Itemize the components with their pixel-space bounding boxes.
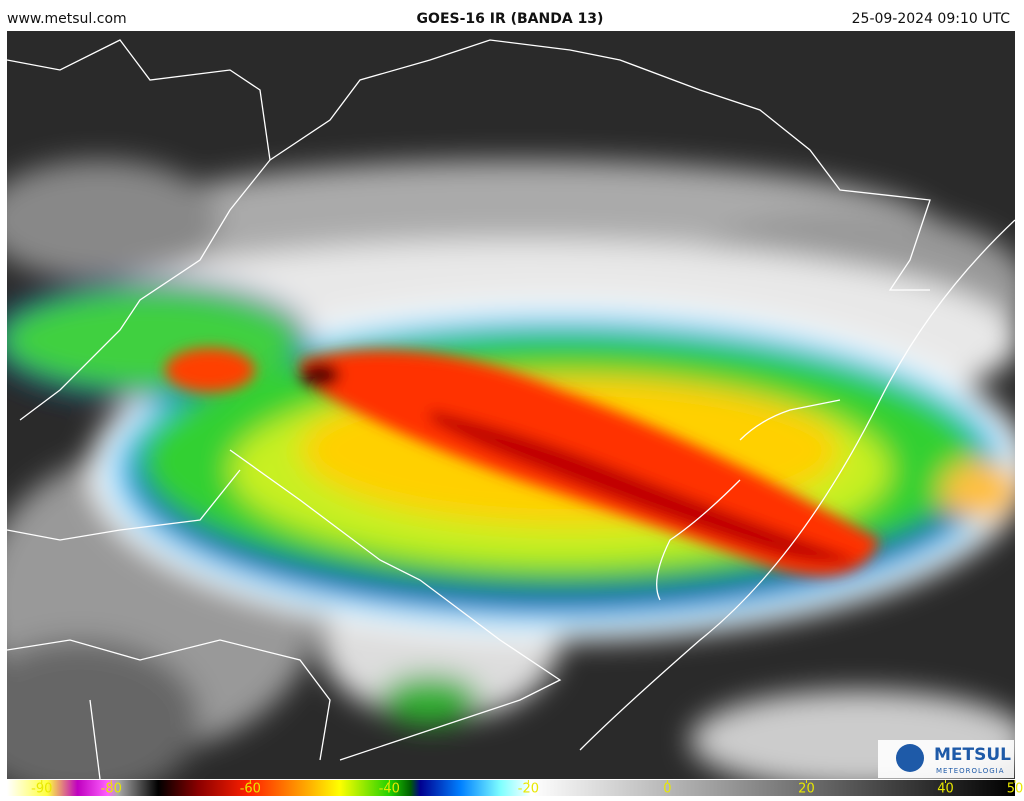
tick-label: -40 xyxy=(379,782,400,797)
tick-label: 20 xyxy=(798,782,815,797)
tick-label: -20 xyxy=(518,782,539,797)
colorbar-ticks: -90 -80 -60 -40 -20 0 20 40 50 xyxy=(31,780,1023,797)
logo: METSUL METEOROLOGIA xyxy=(878,740,1014,778)
site-label: www.metsul.com xyxy=(7,11,127,27)
colorbar xyxy=(7,780,1015,796)
tick-label: -90 xyxy=(31,782,52,797)
tick-label: -60 xyxy=(240,782,261,797)
tick-label: 0 xyxy=(663,782,671,797)
logo-subtitle: METEOROLOGIA xyxy=(936,767,1004,775)
tick-label: 50 xyxy=(1007,782,1024,797)
logo-name: METSUL xyxy=(934,745,1011,765)
timestamp: 25-09-2024 09:10 UTC xyxy=(852,11,1011,27)
tick-label: -80 xyxy=(101,782,122,797)
tick-label: 40 xyxy=(937,782,954,797)
map-title: GOES-16 IR (BANDA 13) xyxy=(417,11,604,27)
imagery xyxy=(7,31,1015,779)
